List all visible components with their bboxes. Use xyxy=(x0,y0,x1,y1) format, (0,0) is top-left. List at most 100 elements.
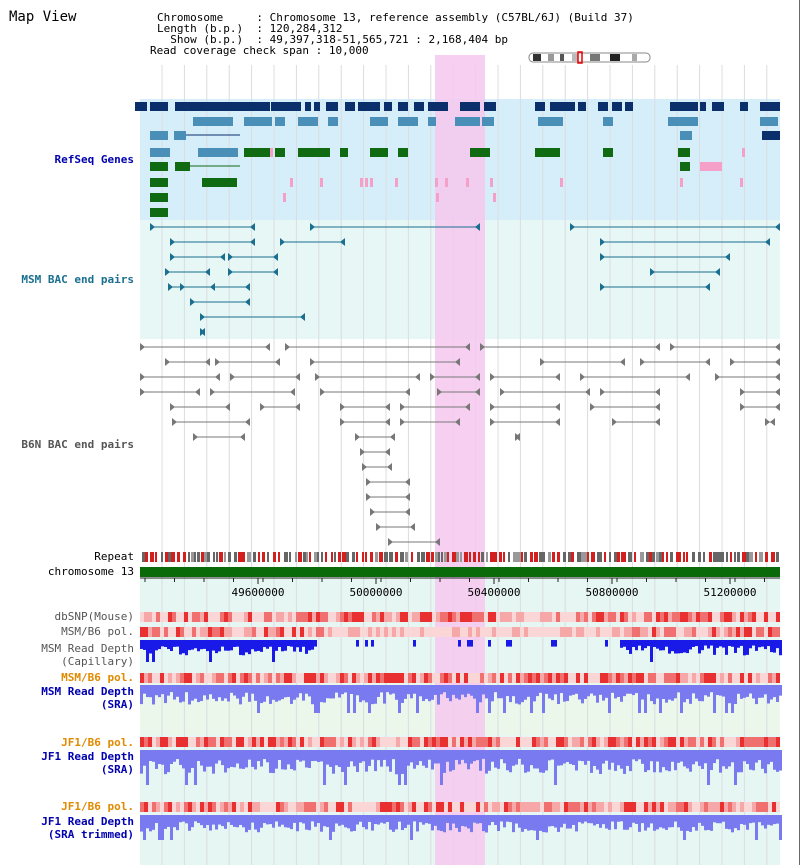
depth-bar xyxy=(503,685,506,713)
heat-cell xyxy=(424,802,428,812)
heat-cell xyxy=(556,627,560,637)
heat-cell xyxy=(156,737,160,747)
depth-bar xyxy=(239,815,242,825)
depth-bar xyxy=(758,640,761,648)
depth-bar xyxy=(308,685,311,697)
gene-feature xyxy=(271,102,301,111)
heat-cell xyxy=(488,673,492,683)
depth-bar xyxy=(311,750,314,762)
heat-cell xyxy=(368,673,372,683)
depth-bar xyxy=(338,750,341,767)
heat-cell xyxy=(436,802,440,812)
depth-bar xyxy=(278,815,281,827)
depth-bar xyxy=(647,815,650,828)
heat-cell xyxy=(744,737,748,747)
depth-bar xyxy=(761,815,764,826)
depth-bar xyxy=(617,750,620,766)
depth-bar xyxy=(299,815,302,823)
depth-bar xyxy=(428,815,431,824)
heat-cell xyxy=(204,802,208,812)
gene-feature xyxy=(700,162,722,171)
depth-bar xyxy=(644,640,647,649)
heat-cell xyxy=(140,673,144,683)
depth-bar xyxy=(170,750,173,765)
heat-cell xyxy=(680,612,684,622)
repeat-element xyxy=(267,552,269,562)
heat-cell xyxy=(144,802,148,812)
depth-bar xyxy=(482,750,485,759)
length-value: 120,284,312 xyxy=(269,22,343,35)
heat-cell xyxy=(324,802,328,812)
track-label-msm-bac[interactable]: MSM BAC end pairs xyxy=(21,273,134,286)
gene-feature xyxy=(275,148,285,157)
heat-cell xyxy=(640,612,644,622)
heat-cell xyxy=(360,612,364,622)
repeat-element xyxy=(421,552,425,562)
track-label-b6n-bac[interactable]: B6N BAC end pairs xyxy=(21,438,134,451)
heat-cell xyxy=(232,627,236,637)
depth-bar xyxy=(362,750,365,762)
heat-cell xyxy=(172,627,176,637)
depth-bar xyxy=(749,815,752,824)
repeat-element xyxy=(776,552,779,562)
heat-cell xyxy=(744,673,748,683)
heat-cell xyxy=(480,612,484,622)
repeat-element xyxy=(493,552,497,562)
heat-cell xyxy=(768,737,772,747)
heat-cell xyxy=(188,673,192,683)
heat-cell xyxy=(716,673,720,683)
heat-cell xyxy=(612,627,616,637)
gene-feature xyxy=(560,178,563,187)
heat-cell xyxy=(412,737,416,747)
depth-bar xyxy=(413,815,416,822)
depth-bar xyxy=(464,815,467,827)
heat-cell xyxy=(444,802,448,812)
depth-bar xyxy=(557,815,560,832)
depth-bar xyxy=(683,640,686,653)
depth-bar xyxy=(695,750,698,762)
depth-bar xyxy=(215,815,218,830)
bac-end-marker xyxy=(250,223,255,231)
repeat-element xyxy=(683,552,685,562)
heat-cell xyxy=(624,627,628,637)
heat-cell xyxy=(156,627,160,637)
depth-bar xyxy=(257,640,260,651)
depth-bar xyxy=(761,750,764,769)
repeat-element xyxy=(262,552,265,562)
depth-bar xyxy=(209,815,212,831)
depth-bar xyxy=(668,640,671,654)
depth-bar xyxy=(212,685,215,699)
depth-bar xyxy=(545,685,548,694)
msm-sra-bg xyxy=(140,680,780,735)
ideogram-band xyxy=(632,54,637,61)
heat-cell xyxy=(220,673,224,683)
depth-bar xyxy=(410,685,413,699)
heat-cell xyxy=(376,627,380,637)
heat-cell xyxy=(764,737,768,747)
depth-bar xyxy=(416,685,419,713)
depth-bar xyxy=(467,640,470,647)
depth-bar xyxy=(344,685,347,693)
bac-end-marker xyxy=(490,418,495,426)
depth-bar xyxy=(725,640,728,655)
depth-bar xyxy=(509,640,512,647)
heat-cell xyxy=(772,627,776,637)
heat-cell xyxy=(336,802,340,812)
depth-bar xyxy=(194,640,197,649)
heat-cell xyxy=(720,802,724,812)
heat-cell xyxy=(500,802,504,812)
heat-cell xyxy=(764,612,768,622)
bac-end-marker xyxy=(775,403,780,411)
depth-bar xyxy=(227,685,230,702)
depth-bar xyxy=(149,640,152,654)
heat-cell xyxy=(212,612,216,622)
track-label-refseq-genes[interactable]: RefSeq Genes xyxy=(54,153,134,166)
depth-bar xyxy=(488,815,491,826)
depth-bar xyxy=(320,815,323,832)
depth-bar xyxy=(467,685,470,694)
depth-bar xyxy=(329,750,332,767)
heat-cell xyxy=(164,673,168,683)
heat-cell xyxy=(536,612,540,622)
heat-cell xyxy=(652,627,656,637)
heat-cell xyxy=(464,802,468,812)
